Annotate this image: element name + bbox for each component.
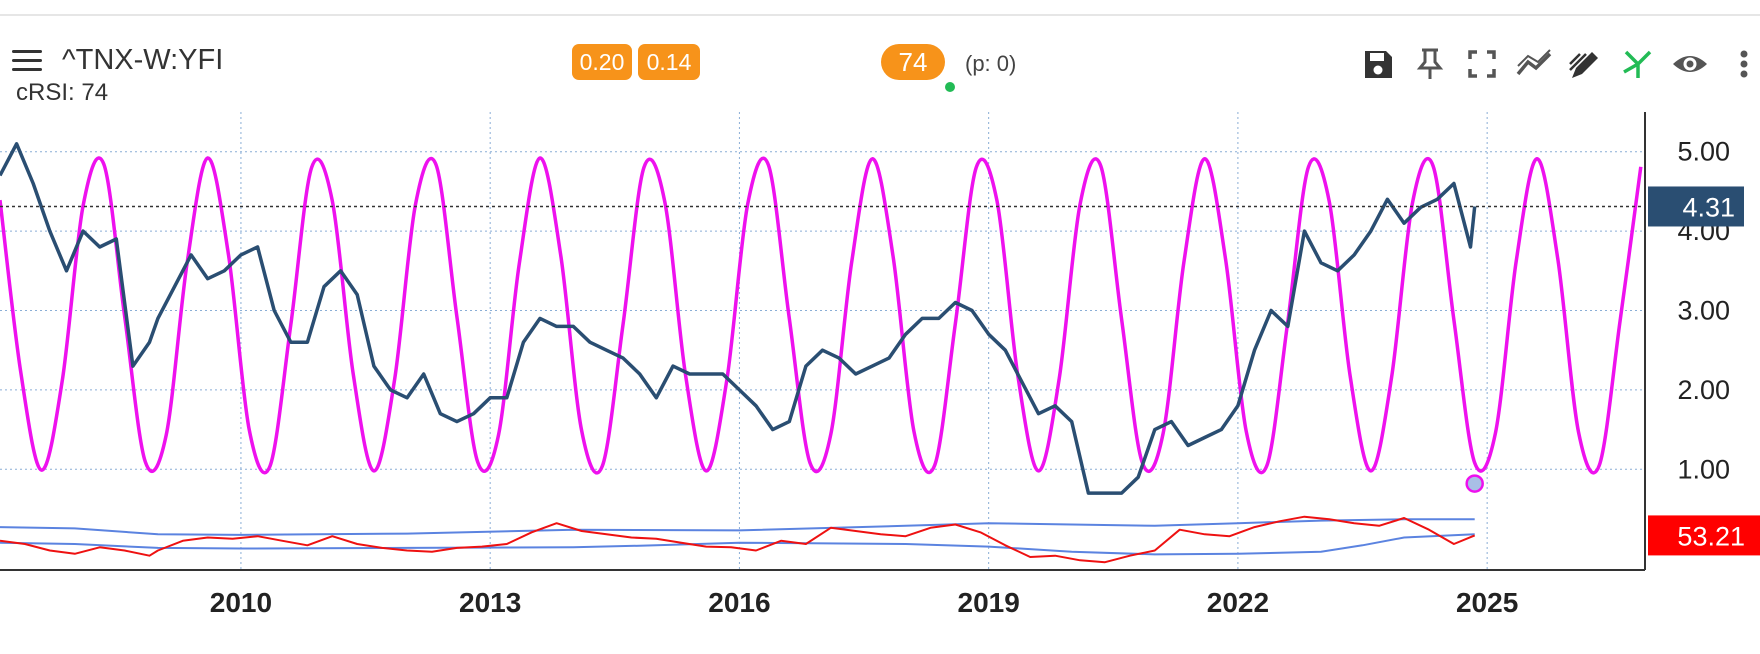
- badge-value-2[interactable]: 0.14: [638, 44, 700, 80]
- x-tick-label: 2025: [1456, 587, 1518, 618]
- cross-icon[interactable]: [1618, 44, 1658, 84]
- y-tick-label: 3.00: [1677, 295, 1730, 325]
- last-price-label: 4.31: [1682, 192, 1735, 222]
- pin-icon[interactable]: [1410, 44, 1450, 84]
- period-info: (p: 0): [965, 51, 1017, 76]
- cycle-line: [0, 156, 1643, 475]
- save-icon[interactable]: [1358, 44, 1398, 84]
- menu-icon[interactable]: [12, 50, 42, 72]
- top-divider: [0, 14, 1760, 16]
- x-tick-label: 2019: [958, 587, 1020, 618]
- last-price-tag: [1648, 186, 1744, 227]
- value-tags: 4.31 53.21: [0, 186, 1760, 556]
- last-crsi-label: 53.21: [1677, 521, 1745, 551]
- x-tick-label: 2016: [708, 587, 770, 618]
- x-axis-ticks: 2010 2013 2016 2019 2022 2025: [210, 587, 1519, 618]
- axes: [0, 112, 1646, 571]
- symbol-title[interactable]: ^TNX-W:YFI: [62, 44, 224, 76]
- x-tick-label: 2013: [459, 587, 521, 618]
- draw-icon[interactable]: [1566, 44, 1606, 84]
- crsi-lower-band: [0, 533, 1475, 556]
- y-tick-label: 1.00: [1677, 454, 1730, 484]
- eye-icon[interactable]: [1670, 44, 1710, 84]
- upper-pane: [0, 142, 1643, 495]
- crsi-line: [0, 515, 1476, 564]
- more-icon[interactable]: [1722, 44, 1752, 84]
- x-tick-label: 2010: [210, 587, 272, 618]
- lower-pane: [0, 515, 1476, 564]
- price-line: [0, 142, 1477, 495]
- badge-value-1[interactable]: 0.20: [572, 44, 632, 80]
- x-tick-label: 2022: [1207, 587, 1269, 618]
- cycle-marker: [1465, 474, 1484, 493]
- crsi-upper-band: [0, 518, 1475, 536]
- y-tick-label: 2.00: [1677, 375, 1730, 405]
- grid-lines: [0, 112, 1645, 570]
- trend-icon[interactable]: [1514, 44, 1554, 84]
- y-tick-label: 5.00: [1677, 137, 1730, 167]
- status-dot: [945, 82, 955, 92]
- fullscreen-icon[interactable]: [1462, 44, 1502, 84]
- last-crsi-tag: [1648, 515, 1760, 556]
- indicator-label: cRSI: 74: [16, 79, 109, 106]
- badge-crsi-value[interactable]: 74: [881, 44, 945, 80]
